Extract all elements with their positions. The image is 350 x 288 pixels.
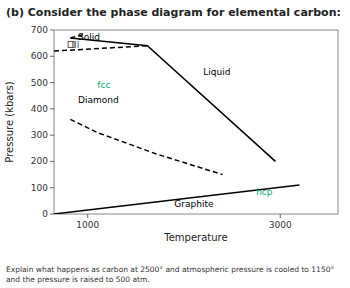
y-tick [50,187,54,188]
y-tick-label: 200 [31,156,48,166]
annotation: Liquid [203,67,230,77]
phase-boundary [54,185,299,214]
y-tick-label: 700 [31,25,48,35]
y-tick-label: 0 [42,209,48,219]
plot-marks [54,34,299,214]
y-tick-label: 600 [31,51,48,61]
x-tick [87,214,88,218]
annotation: Diamond [78,95,119,105]
phase-boundary [70,38,275,162]
annotation: III [71,40,79,50]
y-axis-label: Pressure (kbars) [4,81,15,162]
chart: (b) Consider the phase diagram for eleme… [0,0,350,288]
x-axis-label: Temperature [163,232,227,243]
y-tick-label: 400 [31,104,48,114]
x-tick-label: 1000 [76,220,99,230]
annotation: Graphite [174,199,214,209]
y-tick [50,82,54,83]
y-tick-label: 300 [31,130,48,140]
caption: Explain what happens as carbon at 2500° … [6,265,334,284]
y-tick [50,30,54,31]
y-tick-label: 500 [31,78,48,88]
x-tick [280,214,281,218]
y-tick [50,108,54,109]
x-tick-label: 3000 [269,220,292,230]
y-tick [50,161,54,162]
plot-frame [54,30,338,214]
annotation: hcp [256,187,273,197]
y-tick-label: 100 [31,183,48,193]
phase-boundary [70,119,222,174]
annotation: Solid [78,32,100,42]
title: (b) Consider the phase diagram for eleme… [6,6,341,19]
annotation: fcc [97,80,110,90]
y-tick [50,214,54,215]
y-tick [50,135,54,136]
y-tick [50,56,54,57]
